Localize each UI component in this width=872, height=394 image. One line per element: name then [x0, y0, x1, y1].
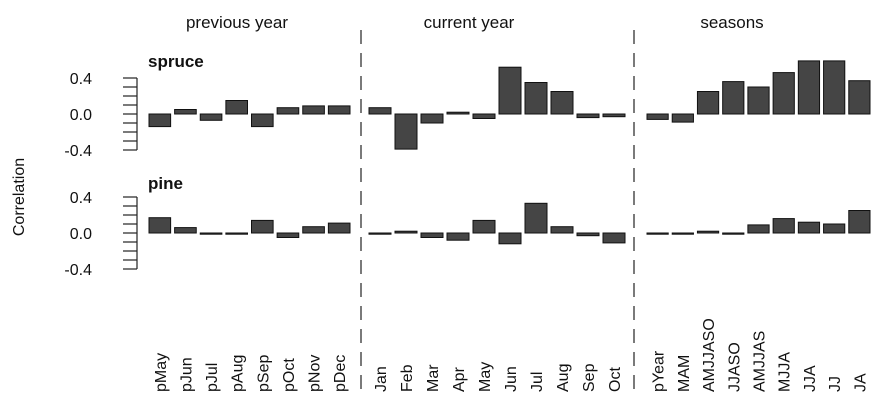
spruce-bar-Jul: [524, 82, 548, 115]
spruce-bar-pYear: [646, 113, 669, 120]
category-label: pJun: [178, 357, 195, 392]
pine-bar-May: [472, 219, 496, 234]
pine-bar-pMay: [148, 217, 172, 234]
spruce-bar-pOct: [276, 107, 300, 115]
category-label: JA: [852, 373, 869, 392]
spruce-bar-Mar: [420, 113, 444, 124]
pine-bar-pSep: [251, 219, 274, 234]
spruce-bar-AMJJAS: [747, 86, 770, 115]
pine-bar-Mar: [420, 232, 444, 238]
category-label: pJul: [204, 363, 221, 392]
pine-bar-Apr: [446, 232, 470, 241]
spruce-bar-Jun: [498, 66, 522, 115]
category-label: JJ: [827, 376, 844, 392]
spruce-bar-pDec: [327, 105, 351, 115]
spruce-bar-JJ: [823, 60, 846, 115]
pine-bar-JJASO: [722, 232, 745, 235]
group-title-seasons: seasons: [700, 13, 763, 32]
spruce-bar-Feb: [394, 113, 418, 150]
category-label: pSep: [255, 355, 272, 392]
pine-bar-Jun: [498, 232, 522, 245]
category-label: Sep: [581, 363, 598, 392]
category-label: pOct: [281, 358, 298, 392]
category-label: May: [477, 362, 494, 392]
category-label: pDec: [332, 355, 349, 392]
group-title-current-year: current year: [424, 13, 515, 32]
category-label: Jan: [373, 366, 390, 392]
spruce-bar-MAM: [671, 113, 694, 123]
spruce-bar-Jan: [368, 107, 392, 115]
pine-y-tick-label: 0.0: [70, 226, 92, 243]
spruce-bar-pJul: [199, 113, 223, 121]
pine-bar-JJA: [797, 221, 821, 234]
pine-bar-MAM: [671, 232, 694, 235]
category-label: Jun: [503, 366, 520, 392]
pine-bar-Sep: [576, 232, 600, 237]
group-title-previous-year: previous year: [186, 13, 288, 32]
spruce-y-tick-label: 0.4: [70, 71, 92, 88]
pine-bar-AMJJASO: [696, 230, 720, 234]
spruce-y-tick-label: 0.0: [70, 107, 92, 124]
series-label-spruce: spruce: [148, 52, 204, 71]
category-label: Feb: [399, 364, 416, 392]
category-label: JJASO: [726, 342, 743, 392]
category-label: pNov: [307, 355, 324, 392]
category-label: pMay: [153, 353, 170, 392]
spruce-bar-pNov: [302, 105, 325, 115]
category-label: JJA: [802, 365, 819, 392]
pine-bar-Jan: [368, 232, 392, 235]
series-label-pine: pine: [148, 174, 183, 193]
pine-bar-Oct: [602, 232, 626, 244]
spruce-bar-pSep: [251, 113, 274, 128]
spruce-bar-Sep: [576, 113, 600, 119]
pine-bar-MJJA: [772, 218, 795, 234]
pine-y-tick-label: -0.4: [64, 262, 92, 279]
pine-bar-JA: [848, 210, 871, 234]
spruce-bar-May: [472, 113, 496, 119]
spruce-bar-Apr: [446, 111, 470, 115]
category-label: Apr: [451, 366, 468, 392]
category-label: Aug: [555, 364, 572, 392]
category-label: Mar: [425, 364, 442, 392]
spruce-bar-JA: [848, 80, 871, 115]
spruce-bar-Aug: [550, 91, 574, 115]
spruce-bar-MJJA: [772, 72, 795, 115]
pine-bar-pJun: [174, 227, 197, 234]
category-label: pYear: [651, 350, 668, 392]
category-label: AMJJASO: [701, 318, 718, 392]
spruce-bar-Oct: [602, 113, 626, 118]
pine-bar-Aug: [550, 226, 574, 234]
category-label: MJJA: [777, 352, 794, 392]
category-label: MAM: [676, 355, 693, 392]
pine-bar-pJul: [199, 232, 223, 235]
spruce-bar-JJA: [797, 60, 821, 115]
spruce-y-tick-label: -0.4: [64, 143, 92, 160]
y-axis-label: Correlation: [11, 158, 28, 236]
spruce-bar-AMJJASO: [696, 91, 720, 115]
pine-bar-pAug: [225, 232, 248, 235]
pine-bar-pOct: [276, 232, 300, 238]
pine-bar-Feb: [394, 230, 418, 234]
pine-bar-Jul: [524, 202, 548, 234]
pine-bar-pYear: [646, 232, 669, 235]
pine-bar-JJ: [823, 223, 846, 234]
spruce-bar-JJASO: [722, 81, 745, 115]
category-label: pAug: [230, 355, 247, 392]
spruce-bar-pJun: [174, 109, 197, 115]
pine-y-tick-label: 0.4: [70, 190, 92, 207]
spruce-bar-pAug: [225, 100, 248, 115]
pine-bar-pDec: [327, 222, 351, 234]
category-label: Oct: [607, 367, 624, 392]
pine-bar-AMJJAS: [747, 224, 770, 234]
pine-bar-pNov: [302, 226, 325, 234]
category-label: Jul: [529, 372, 546, 392]
spruce-bar-pMay: [148, 113, 172, 128]
category-label: AMJJAS: [752, 331, 769, 392]
